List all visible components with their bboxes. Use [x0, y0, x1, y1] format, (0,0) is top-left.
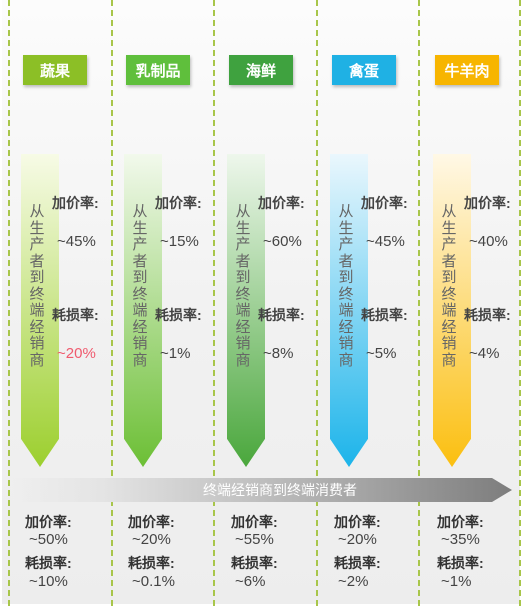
consumer-loss-value: ~2% — [338, 573, 369, 590]
loss-rate-label: 耗损率: — [258, 307, 305, 323]
loss-rate-label: 耗损率: — [464, 307, 511, 323]
consumer-loss-value: ~0.1% — [132, 573, 175, 590]
vertical-label: 从生产者到终端经销商 — [132, 203, 148, 369]
column-divider — [519, 0, 521, 606]
consumer-markup-value: ~50% — [29, 531, 68, 548]
flow-arrow — [433, 154, 471, 467]
markup-rate-value: ~15% — [160, 233, 199, 250]
markup-rate-label: 加价率: — [155, 195, 202, 211]
consumer-markup-label: 加价率: — [25, 514, 72, 530]
consumer-markup-value: ~20% — [338, 531, 377, 548]
markup-rate-value: ~40% — [469, 233, 508, 250]
loss-rate-value: ~8% — [263, 345, 294, 362]
markup-rate-label: 加价率: — [464, 195, 511, 211]
consumer-loss-value: ~6% — [235, 573, 266, 590]
column-divider — [418, 0, 420, 606]
vertical-label: 从生产者到终端经销商 — [29, 203, 45, 369]
consumer-markup-label: 加价率: — [128, 514, 175, 530]
consumer-loss-label: 耗损率: — [25, 555, 72, 571]
consumer-markup-label: 加价率: — [437, 514, 484, 530]
consumer-loss-label: 耗损率: — [334, 555, 381, 571]
flow-arrow — [21, 154, 59, 467]
vertical-label: 从生产者到终端经销商 — [338, 203, 354, 369]
vertical-label: 从生产者到终端经销商 — [235, 203, 251, 369]
column-header: 海鲜 — [229, 55, 293, 85]
consumer-markup-value: ~20% — [132, 531, 171, 548]
consumer-markup-value: ~55% — [235, 531, 274, 548]
loss-rate-label: 耗损率: — [52, 307, 99, 323]
column-divider — [213, 0, 215, 606]
consumer-markup-label: 加价率: — [334, 514, 381, 530]
consumer-loss-label: 耗损率: — [437, 555, 484, 571]
column-divider — [111, 0, 113, 606]
bottom-flow-label: 终端经销商到终端消费者 — [203, 482, 357, 498]
consumer-loss-label: 耗损率: — [231, 555, 278, 571]
column-header: 牛羊肉 — [435, 55, 499, 85]
flow-arrow — [124, 154, 162, 467]
flow-arrow — [227, 154, 265, 467]
column-header: 蔬果 — [23, 55, 87, 85]
loss-rate-label: 耗损率: — [361, 307, 408, 323]
column-divider — [316, 0, 318, 606]
markup-rate-label: 加价率: — [361, 195, 408, 211]
markup-rate-label: 加价率: — [258, 195, 305, 211]
bottom-flow-arrow — [12, 478, 512, 502]
loss-rate-label: 耗损率: — [155, 307, 202, 323]
column-divider — [8, 0, 10, 606]
consumer-loss-label: 耗损率: — [128, 555, 175, 571]
consumer-loss-value: ~10% — [29, 573, 68, 590]
loss-rate-value: ~1% — [160, 345, 191, 362]
markup-rate-value: ~60% — [263, 233, 302, 250]
markup-rate-value: ~45% — [366, 233, 405, 250]
consumer-loss-value: ~1% — [441, 573, 472, 590]
markup-rate-value: ~45% — [57, 233, 96, 250]
markup-rate-label: 加价率: — [52, 195, 99, 211]
loss-rate-value: ~5% — [366, 345, 397, 362]
loss-rate-value: ~20% — [57, 345, 96, 362]
consumer-markup-value: ~35% — [441, 531, 480, 548]
column-header: 乳制品 — [126, 55, 190, 85]
flow-arrow — [330, 154, 368, 467]
consumer-markup-label: 加价率: — [231, 514, 278, 530]
vertical-label: 从生产者到终端经销商 — [441, 203, 457, 369]
column-header: 禽蛋 — [332, 55, 396, 85]
loss-rate-value: ~4% — [469, 345, 500, 362]
